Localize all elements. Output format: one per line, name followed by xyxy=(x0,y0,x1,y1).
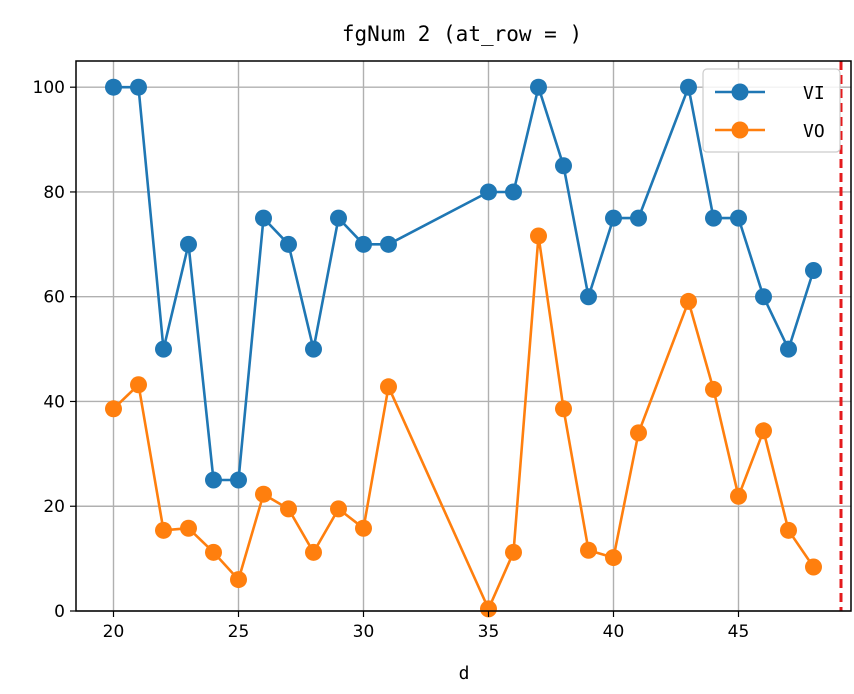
legend-marker xyxy=(731,83,749,101)
data-point-vi xyxy=(280,235,297,253)
y-tick-label: 100 xyxy=(33,78,65,98)
data-point-vo xyxy=(105,400,122,418)
data-point-vo xyxy=(355,519,372,537)
x-tick-label: 40 xyxy=(603,622,625,642)
data-point-vo xyxy=(580,541,597,559)
data-point-vo xyxy=(630,424,647,442)
series-vo xyxy=(105,227,822,618)
legend-marker xyxy=(731,121,749,139)
data-point-vi xyxy=(780,340,797,358)
data-point-vo xyxy=(280,500,297,518)
data-point-vi xyxy=(180,235,197,253)
data-point-vo xyxy=(730,487,747,505)
data-point-vo xyxy=(505,543,522,561)
legend: VI VO xyxy=(702,68,841,153)
data-point-vi xyxy=(380,235,397,253)
data-point-vi xyxy=(230,471,247,489)
data-point-vo xyxy=(805,558,822,576)
data-point-vi xyxy=(530,78,547,96)
data-point-vi xyxy=(730,209,747,227)
y-tick-label: 80 xyxy=(43,183,65,203)
data-point-vo xyxy=(180,519,197,537)
x-tick-label: 25 xyxy=(228,622,250,642)
data-point-vi xyxy=(680,78,697,96)
data-point-vi xyxy=(605,209,622,227)
data-point-vo xyxy=(605,549,622,567)
data-point-vo xyxy=(130,376,147,394)
data-point-vo xyxy=(230,571,247,589)
data-point-vo xyxy=(555,400,572,418)
data-point-vo xyxy=(330,500,347,518)
plot-frame xyxy=(75,60,852,612)
legend-label: VI xyxy=(803,83,825,104)
data-point-vo xyxy=(530,227,547,245)
data-point-vo xyxy=(380,378,397,396)
data-point-vo xyxy=(755,422,772,440)
data-point-vo xyxy=(680,292,697,310)
data-point-vo xyxy=(155,521,172,539)
x-axis-label: d xyxy=(459,663,470,684)
data-point-vi xyxy=(130,78,147,96)
chart-title: fgNum 2 (at_row = ) xyxy=(342,22,582,46)
data-point-vo xyxy=(305,543,322,561)
series-layer xyxy=(105,61,843,618)
x-tick-label: 20 xyxy=(103,622,125,642)
data-point-vi xyxy=(330,209,347,227)
data-point-vo xyxy=(780,521,797,539)
legend-item-vo: VO xyxy=(715,121,825,142)
y-tick-label: 20 xyxy=(43,497,65,517)
data-point-vi xyxy=(105,78,122,96)
data-point-vi xyxy=(205,471,222,489)
x-tick-label: 30 xyxy=(353,622,375,642)
data-point-vi xyxy=(305,340,322,358)
series-vi xyxy=(105,78,822,489)
y-tick-label: 0 xyxy=(54,602,65,622)
data-point-vo xyxy=(205,543,222,561)
axis-ticks: 20 25 30 35 40 45 0 20 40 60 80 100 xyxy=(33,78,750,642)
axes-frame xyxy=(75,60,852,612)
x-tick-label: 35 xyxy=(478,622,500,642)
data-point-vo xyxy=(705,380,722,398)
data-point-vi xyxy=(505,183,522,201)
data-point-vi xyxy=(355,235,372,253)
data-point-vi xyxy=(630,209,647,227)
data-point-vi xyxy=(255,209,272,227)
data-point-vo xyxy=(480,600,497,618)
data-point-vi xyxy=(705,209,722,227)
data-point-vi xyxy=(580,288,597,306)
data-point-vi xyxy=(555,157,572,175)
data-point-vi xyxy=(155,340,172,358)
data-point-vi xyxy=(480,183,497,201)
data-point-vi xyxy=(805,262,822,280)
y-tick-label: 60 xyxy=(43,288,65,308)
x-tick-label: 45 xyxy=(728,622,750,642)
data-point-vi xyxy=(755,288,772,306)
y-tick-label: 40 xyxy=(43,392,65,412)
legend-label: VO xyxy=(803,121,825,142)
data-point-vo xyxy=(255,485,272,503)
legend-item-vi: VI xyxy=(715,83,825,104)
